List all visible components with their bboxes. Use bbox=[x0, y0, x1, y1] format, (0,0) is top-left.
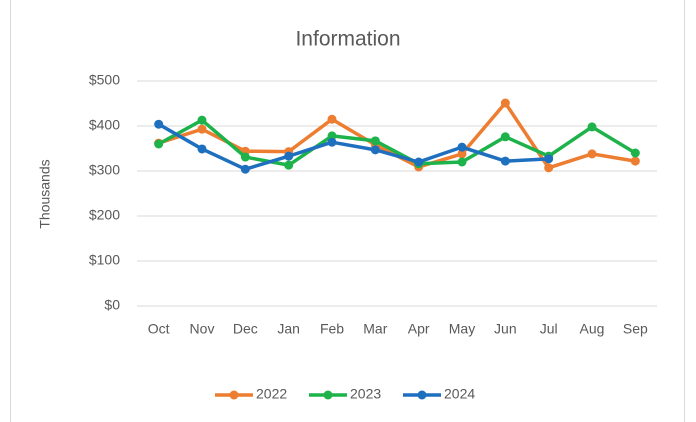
data-point bbox=[284, 151, 294, 161]
data-point bbox=[500, 156, 510, 166]
data-point bbox=[154, 139, 164, 149]
y-tick-label: $500 bbox=[89, 72, 120, 88]
data-point bbox=[544, 163, 554, 173]
x-tick-label: May bbox=[449, 321, 475, 337]
data-point bbox=[327, 137, 337, 147]
legend-marker bbox=[229, 390, 239, 400]
data-point bbox=[284, 160, 294, 170]
y-axis-label: Thousands bbox=[37, 159, 53, 228]
legend-marker bbox=[417, 390, 427, 400]
data-point bbox=[414, 157, 424, 167]
x-tick-label: Jul bbox=[540, 321, 558, 337]
data-point bbox=[197, 124, 207, 134]
x-tick-label: Oct bbox=[148, 321, 170, 337]
legend-label: 2023 bbox=[350, 386, 381, 402]
y-tick-label: $400 bbox=[89, 117, 120, 133]
data-point bbox=[370, 136, 380, 146]
chart-frame bbox=[10, 0, 685, 422]
data-point bbox=[587, 122, 597, 132]
data-point bbox=[197, 144, 207, 154]
data-point bbox=[240, 164, 250, 174]
series-line bbox=[157, 118, 637, 167]
data-point bbox=[500, 98, 510, 108]
data-point bbox=[587, 149, 597, 159]
data-point bbox=[457, 142, 467, 152]
data-point bbox=[457, 149, 467, 159]
y-tick-label: $200 bbox=[89, 207, 120, 223]
data-point bbox=[630, 148, 640, 158]
data-point bbox=[500, 132, 510, 142]
x-tick-label: Mar bbox=[363, 321, 387, 337]
legend-label: 2022 bbox=[256, 386, 287, 402]
x-tick-label: Nov bbox=[190, 321, 215, 337]
y-tick-label: $0 bbox=[104, 297, 120, 313]
data-point bbox=[327, 114, 337, 124]
series-line bbox=[157, 122, 549, 171]
y-tick-label: $300 bbox=[89, 162, 120, 178]
data-point bbox=[544, 154, 554, 164]
data-point bbox=[197, 115, 207, 125]
x-tick-label: Jun bbox=[494, 321, 517, 337]
legend-marker bbox=[323, 390, 333, 400]
x-tick-label: Jan bbox=[277, 321, 300, 337]
x-tick-label: Dec bbox=[233, 321, 258, 337]
x-tick-label: Sep bbox=[623, 321, 648, 337]
x-tick-label: Apr bbox=[408, 321, 430, 337]
y-tick-label: $100 bbox=[89, 252, 120, 268]
x-tick-label: Aug bbox=[580, 321, 605, 337]
data-point bbox=[327, 131, 337, 141]
data-point bbox=[240, 152, 250, 162]
data-point bbox=[370, 145, 380, 155]
data-point bbox=[457, 157, 467, 167]
x-tick-label: Feb bbox=[320, 321, 344, 337]
data-point bbox=[154, 119, 164, 129]
data-point bbox=[630, 156, 640, 166]
legend-label: 2024 bbox=[444, 386, 475, 402]
chart-title: Information bbox=[295, 28, 400, 51]
